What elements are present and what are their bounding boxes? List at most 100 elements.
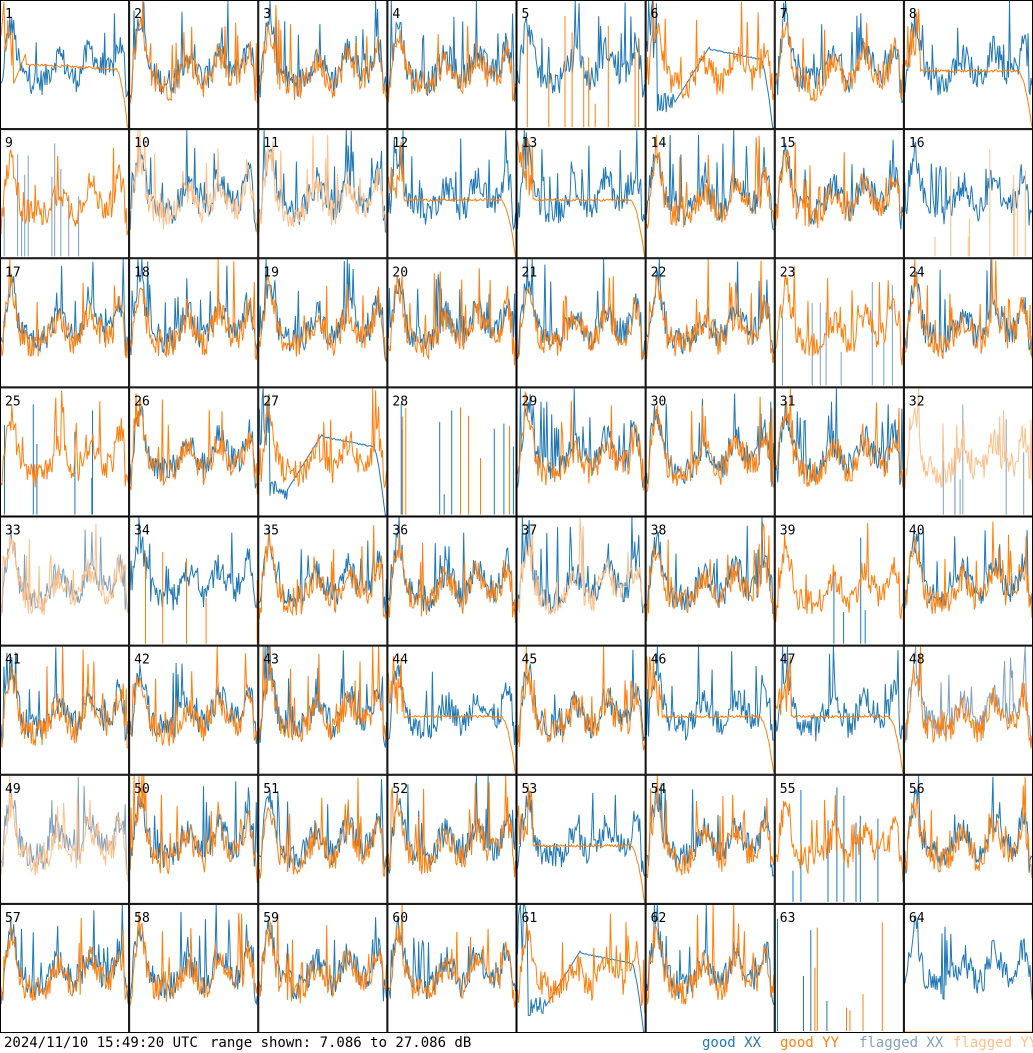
panel-label-12: 12 <box>392 136 408 151</box>
series-yy-panel-17 <box>0 259 129 359</box>
series-xx-panel-44 <box>388 664 516 746</box>
panel-label-43: 43 <box>263 653 279 668</box>
panel-27: 27 <box>258 387 388 517</box>
series-yy-panel-12 <box>387 141 516 257</box>
panel-label-14: 14 <box>651 136 667 151</box>
panel-label-30: 30 <box>651 394 667 409</box>
panel-label-32: 32 <box>909 394 925 409</box>
series-xx-panel-31 <box>775 388 904 485</box>
panel-frame-3 <box>258 0 388 130</box>
panel-label-58: 58 <box>134 911 150 926</box>
panel-label-10: 10 <box>134 136 150 151</box>
series-xx-panel-53 <box>517 791 646 877</box>
panel-label-53: 53 <box>522 782 538 797</box>
series-yy-panel-28 <box>401 407 510 515</box>
panel-57: 57 <box>0 903 130 1033</box>
series-yy-panel-62 <box>646 904 775 1005</box>
panel-label-7: 7 <box>780 7 788 22</box>
series-yy-panel-46 <box>646 656 775 773</box>
series-xx-panel-26 <box>129 405 258 489</box>
panel-frame-25 <box>0 387 130 517</box>
panel-53: 53 <box>516 774 646 904</box>
panel-label-8: 8 <box>909 7 917 22</box>
range-label: range shown: 7.086 to 27.086 dB <box>210 1035 472 1051</box>
panel-36: 36 <box>387 516 517 646</box>
panel-46: 46 <box>645 645 775 775</box>
panel-frame-42 <box>129 645 259 775</box>
panel-frame-14 <box>645 129 775 259</box>
panel-label-17: 17 <box>5 265 21 280</box>
panel-label-24: 24 <box>909 265 925 280</box>
panel-48: 48 <box>903 645 1033 775</box>
panel-frame-29 <box>516 387 646 517</box>
panel-frame-22 <box>645 258 775 388</box>
panel-label-51: 51 <box>263 782 279 797</box>
panel-frame-10 <box>129 129 259 259</box>
panel-33: 33 <box>0 516 130 646</box>
series-yy-panel-39 <box>775 522 904 623</box>
series-yy-panel-2 <box>129 0 258 104</box>
panel-frame-26 <box>129 387 259 517</box>
panel-label-34: 34 <box>134 524 150 539</box>
panel-label-48: 48 <box>909 653 925 668</box>
series-yy-panel-6 <box>646 0 775 101</box>
panel-59: 59 <box>258 903 388 1033</box>
series-yy-panel-51 <box>258 777 387 879</box>
series-xx-panel-50 <box>129 781 258 870</box>
panel-label-15: 15 <box>780 136 796 151</box>
series-xx-panel-61 <box>517 904 645 1033</box>
series-yy-panel-57 <box>0 917 129 1001</box>
series-yy-panel-10 <box>129 130 258 236</box>
panel-label-21: 21 <box>522 265 538 280</box>
panel-49: 49 <box>0 774 130 904</box>
panel-32: 32 <box>903 387 1033 517</box>
panel-label-49: 49 <box>5 782 21 797</box>
panel-frame-55 <box>774 774 904 904</box>
panel-frame-43 <box>258 645 388 775</box>
panel-frame-34 <box>129 516 259 646</box>
series-yy-panel-47 <box>775 656 904 774</box>
timestamp-label: 2024/11/10 15:49:20 UTC <box>4 1035 198 1051</box>
panel-label-16: 16 <box>909 136 925 151</box>
series-xx-panel-27 <box>258 388 387 516</box>
panel-45: 45 <box>516 645 646 775</box>
series-yy-panel-30 <box>646 396 775 493</box>
series-xx-panel-28 <box>400 404 514 515</box>
panel-label-36: 36 <box>392 524 408 539</box>
panel-64: 64 <box>903 903 1033 1033</box>
series-yy-panel-7 <box>775 21 904 103</box>
panel-10: 10 <box>129 129 259 259</box>
series-xx-panel-8 <box>904 0 1033 96</box>
series-yy-panel-3 <box>258 4 387 101</box>
panel-44: 44 <box>387 645 517 775</box>
panel-frame-15 <box>774 129 904 259</box>
series-yy-panel-34 <box>145 551 258 644</box>
series-xx-panel-64 <box>904 915 1033 1001</box>
series-yy-panel-4 <box>387 26 516 103</box>
panel-label-38: 38 <box>651 524 667 539</box>
series-yy-panel-52 <box>387 775 516 878</box>
panel-frame-35 <box>258 516 388 646</box>
panel-frame-7 <box>774 0 904 130</box>
panel-60: 60 <box>387 903 517 1033</box>
panel-label-27: 27 <box>263 394 279 409</box>
panel-label-42: 42 <box>134 653 150 668</box>
panel-56: 56 <box>903 774 1033 904</box>
panel-25: 25 <box>0 387 130 517</box>
series-yy-panel-37 <box>517 517 645 615</box>
series-yy-panel-35 <box>258 525 387 620</box>
panel-label-46: 46 <box>651 653 667 668</box>
panel-frame-1 <box>0 0 130 130</box>
series-yy-panel-48 <box>904 646 1033 749</box>
panel-label-33: 33 <box>5 524 21 539</box>
series-yy-panel-55 <box>775 795 904 882</box>
panel-frame-51 <box>258 774 388 904</box>
series-xx-panel-6 <box>646 0 774 129</box>
series-yy-panel-15 <box>775 142 904 229</box>
series-xx-panel-25 <box>4 404 93 515</box>
panel-label-41: 41 <box>5 653 21 668</box>
series-xx-panel-32 <box>942 404 1025 515</box>
series-xx-panel-21 <box>517 259 646 360</box>
panel-label-1: 1 <box>5 7 13 22</box>
panel-18: 18 <box>129 258 259 388</box>
